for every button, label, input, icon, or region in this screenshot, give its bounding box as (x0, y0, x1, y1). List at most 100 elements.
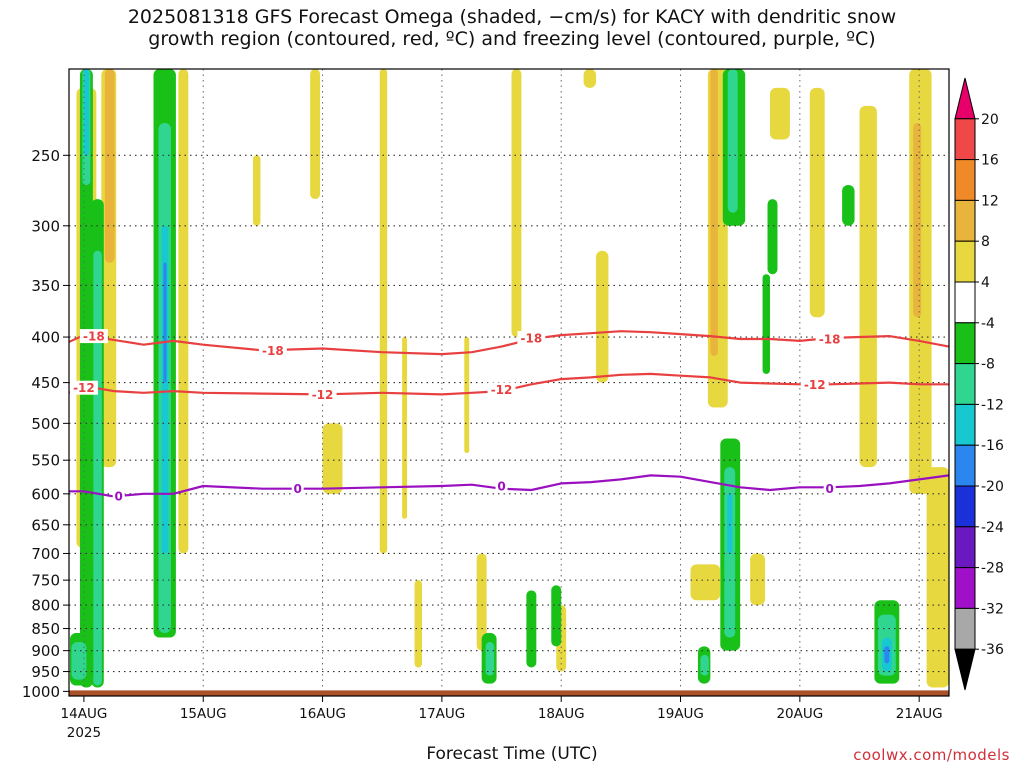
omega-area-52 (913, 123, 922, 318)
chart-title: 2025081318 GFS Forecast Omega (shaded, −… (0, 6, 1024, 50)
contour-label-8: 0 (115, 489, 123, 503)
y-tick-450: 450 (31, 374, 60, 392)
colorbar-segment-4 (954, 240, 976, 283)
omega-area-11 (163, 262, 167, 383)
colorbar-segment-7 (954, 363, 976, 405)
ground-surface (69, 690, 949, 696)
y-axis: 250 300 350 400 450 500 550 600 650 700 750 800 850 9… (22, 147, 69, 701)
contour-label-7: -12 (804, 378, 826, 392)
colorbar-segment-11 (954, 526, 976, 569)
x-tick-16AUG: 16AUG (299, 706, 346, 722)
omega-area-18 (402, 337, 408, 519)
omega-area-17 (379, 69, 388, 554)
colorbar-tick-13: -36 (981, 642, 1004, 658)
y-tick-550: 550 (31, 452, 60, 470)
colorbar-tick-4: 4 (981, 275, 990, 291)
colorbar-segment-2 (954, 159, 976, 201)
contour-label-bg-7 (800, 377, 829, 392)
omega-area-43 (767, 199, 778, 275)
omega-area-16 (310, 69, 321, 200)
colorbar-segment-3 (954, 199, 976, 242)
omega-area-14 (178, 69, 189, 554)
y-tick-850: 850 (31, 620, 60, 638)
omega-area-10 (161, 225, 169, 554)
omega-area-31 (710, 69, 718, 356)
y-tick-250: 250 (31, 147, 60, 165)
omega-area-29 (596, 250, 609, 383)
colorbar-tick-0: 20 (981, 112, 999, 128)
y-tick-800: 800 (31, 597, 60, 615)
x-tick-21AUG: 21AUG (896, 706, 943, 722)
contour-label-bg-2 (517, 331, 546, 346)
contour-label-bg-1 (258, 343, 287, 358)
omega-area-7 (93, 250, 102, 686)
contour-label-bg-4 (69, 380, 98, 395)
colorbar-segment-13 (954, 607, 976, 650)
colorbar-segment-9 (954, 444, 976, 487)
x-axis: 14AUG 15AUG 16AUG 17AUG 18AUG 19AUG 20AUG 21AUG… (61, 696, 943, 741)
colorbar-segment-1 (954, 118, 976, 161)
contour-label-5: -12 (312, 388, 334, 402)
omega-area-42 (770, 87, 790, 140)
omega-area-45 (842, 185, 855, 226)
colorbar-tick-1: 16 (981, 153, 999, 169)
contour-label-bg-3 (815, 331, 844, 346)
chart-title-line2: growth region (contoured, red, ºC) and f… (148, 28, 876, 50)
surface-layer (69, 690, 949, 696)
omega-area-28 (583, 69, 597, 88)
omega-area-5 (83, 69, 89, 156)
x-tick-15AUG: 15AUG (180, 706, 227, 722)
contour-label-2: -18 (521, 332, 543, 346)
omega-shading (69, 69, 949, 688)
colorbar-bottom-arrow (954, 648, 976, 691)
omega-area-41 (762, 274, 771, 374)
contour-label-0: -18 (83, 330, 105, 344)
y-tick-600: 600 (31, 485, 60, 503)
contour-label-bg-6 (487, 382, 516, 397)
contour-label-10: 0 (497, 480, 505, 494)
contour-labels: -18 -18 -18 -18 -12 -12 -12 -12 0 0 0 0 (69, 329, 844, 503)
contour-label-4: -12 (73, 381, 95, 395)
contour-label-11: 0 (825, 482, 833, 496)
contour-label-6: -12 (491, 383, 513, 397)
omega-area-25 (485, 641, 495, 676)
colorbar-tick-3: 8 (981, 234, 990, 250)
colorbar-segment-12 (954, 567, 976, 609)
y-tick-900: 900 (31, 642, 60, 660)
contour-label-9: 0 (294, 482, 302, 496)
colorbar-segment-8 (954, 403, 976, 446)
contour-label-bg-0 (79, 329, 108, 344)
y-tick-500: 500 (31, 415, 60, 433)
omega-area-13 (71, 641, 87, 680)
x-tick-17AUG: 17AUG (418, 706, 465, 722)
contour-0 (69, 474, 949, 498)
y-tick-1000: 1000 (22, 683, 60, 701)
contour-label-bg-8 (112, 488, 125, 503)
y-tick-350: 350 (31, 277, 60, 295)
colorbar-tick-9: -20 (981, 479, 1004, 495)
omega-area-20 (464, 337, 470, 454)
contour-label-bg-10 (495, 479, 508, 494)
contour-label-bg-11 (823, 481, 836, 496)
omega-area-46 (859, 105, 877, 468)
y-tick-650: 650 (31, 516, 60, 534)
y-tick-750: 750 (31, 572, 60, 590)
chart-title-line1: 2025081318 GFS Forecast Omega (shaded, −… (127, 6, 897, 28)
colorbar: 20 16 12 8 4 -4 -8 -12 -16 -20 -24 -28 -32 -36 (954, 77, 1004, 691)
omega-area-3 (79, 69, 93, 688)
x-tick-18AUG: 18AUG (538, 706, 585, 722)
y-tick-950: 950 (31, 663, 60, 681)
y-tick-700: 700 (31, 545, 60, 563)
omega-area-53 (926, 467, 949, 688)
credit-link[interactable]: coolwx.com/models (853, 746, 1010, 764)
x-tick-year: 2025 (67, 725, 101, 741)
colorbar-tick-10: -24 (981, 520, 1004, 536)
omega-area-33 (727, 69, 738, 213)
colorbar-top-arrow (954, 77, 976, 120)
colorbar-tick-6: -8 (981, 357, 995, 373)
colorbar-tick-11: -28 (981, 561, 1004, 577)
colorbar-tick-7: -12 (981, 397, 1004, 413)
contour-label-bg-5 (308, 387, 337, 402)
omega-area-50 (884, 646, 890, 664)
omega-area-15 (252, 155, 261, 226)
